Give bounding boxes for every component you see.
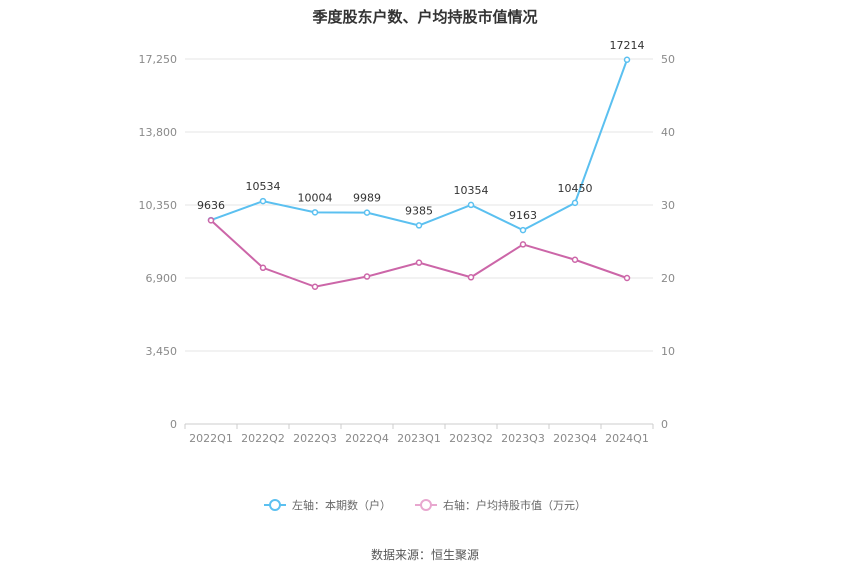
x-tick-label: 2023Q4: [553, 432, 597, 445]
legend-item-left-series[interactable]: 左轴：本期数（户）: [264, 497, 391, 513]
left-tick-label: 6,900: [146, 272, 178, 285]
left-tick-label: 0: [170, 418, 177, 431]
data-source: 数据来源：恒生聚源: [370, 548, 479, 562]
data-label: 9636: [197, 199, 225, 212]
data-point-left: [571, 199, 579, 207]
data-label: 10450: [558, 182, 593, 195]
chart-legend: 左轴：本期数（户） 右轴：户均持股市值（万元）: [0, 497, 850, 513]
x-tick-label: 2022Q2: [241, 432, 285, 445]
chart-title: 季度股东户数、户均持股市值情况: [312, 8, 538, 26]
right-tick-label: 20: [661, 272, 675, 285]
right-tick-label: 10: [661, 345, 675, 358]
legend-right-swatch-icon: [415, 499, 437, 511]
data-label: 9163: [509, 209, 537, 222]
data-point-left: [519, 226, 527, 234]
left-tick-label: 13,800: [139, 126, 178, 139]
data-label: 9989: [353, 192, 381, 205]
data-label: 10354: [454, 184, 489, 197]
data-point-right: [467, 274, 475, 281]
legend-right-label: 右轴：户均持股市值（万元）: [443, 499, 586, 512]
left-tick-label: 3,450: [146, 345, 178, 358]
x-tick-label: 2022Q1: [189, 432, 233, 445]
x-tick-label: 2023Q2: [449, 432, 493, 445]
x-tick-label: 2022Q3: [293, 432, 337, 445]
data-point-right: [259, 264, 267, 272]
legend-left-label: 左轴：本期数（户）: [292, 499, 391, 512]
legend-left-swatch-icon: [264, 499, 286, 511]
x-tick-label: 2022Q4: [345, 432, 389, 445]
legend-item-right-series[interactable]: 右轴：户均持股市值（万元）: [415, 497, 586, 513]
data-label: 10004: [298, 191, 333, 204]
data-label: 10534: [246, 180, 281, 193]
right-tick-label: 30: [661, 199, 675, 212]
data-point-right: [519, 241, 527, 248]
right-tick-label: 0: [661, 418, 668, 431]
right-tick-label: 40: [661, 126, 675, 139]
left-tick-label: 10,350: [139, 199, 178, 212]
data-point-right: [415, 259, 423, 266]
data-point-right: [623, 274, 631, 282]
x-tick-label: 2024Q1: [605, 432, 649, 445]
left-tick-label: 17,250: [139, 53, 178, 66]
data-point-left: [259, 197, 267, 205]
data-point-left: [311, 209, 319, 216]
data-point-right: [571, 256, 579, 263]
x-tick-label: 2023Q1: [397, 432, 441, 445]
data-point-left: [623, 56, 631, 64]
data-point-right: [363, 273, 371, 280]
x-tick-label: 2023Q3: [501, 432, 545, 445]
data-point-left: [363, 209, 371, 216]
data-label: 17214: [610, 39, 645, 52]
right-tick-label: 50: [661, 53, 675, 66]
data-label: 9385: [405, 204, 433, 217]
data-point-right: [207, 217, 215, 224]
data-point-left: [467, 201, 475, 209]
data-point-left: [415, 222, 423, 229]
data-point-right: [311, 283, 319, 291]
series-line-right: [210, 219, 628, 288]
